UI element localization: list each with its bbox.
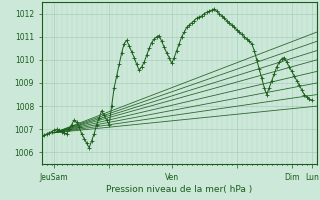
X-axis label: Pression niveau de la mer( hPa ): Pression niveau de la mer( hPa ) xyxy=(106,185,252,194)
